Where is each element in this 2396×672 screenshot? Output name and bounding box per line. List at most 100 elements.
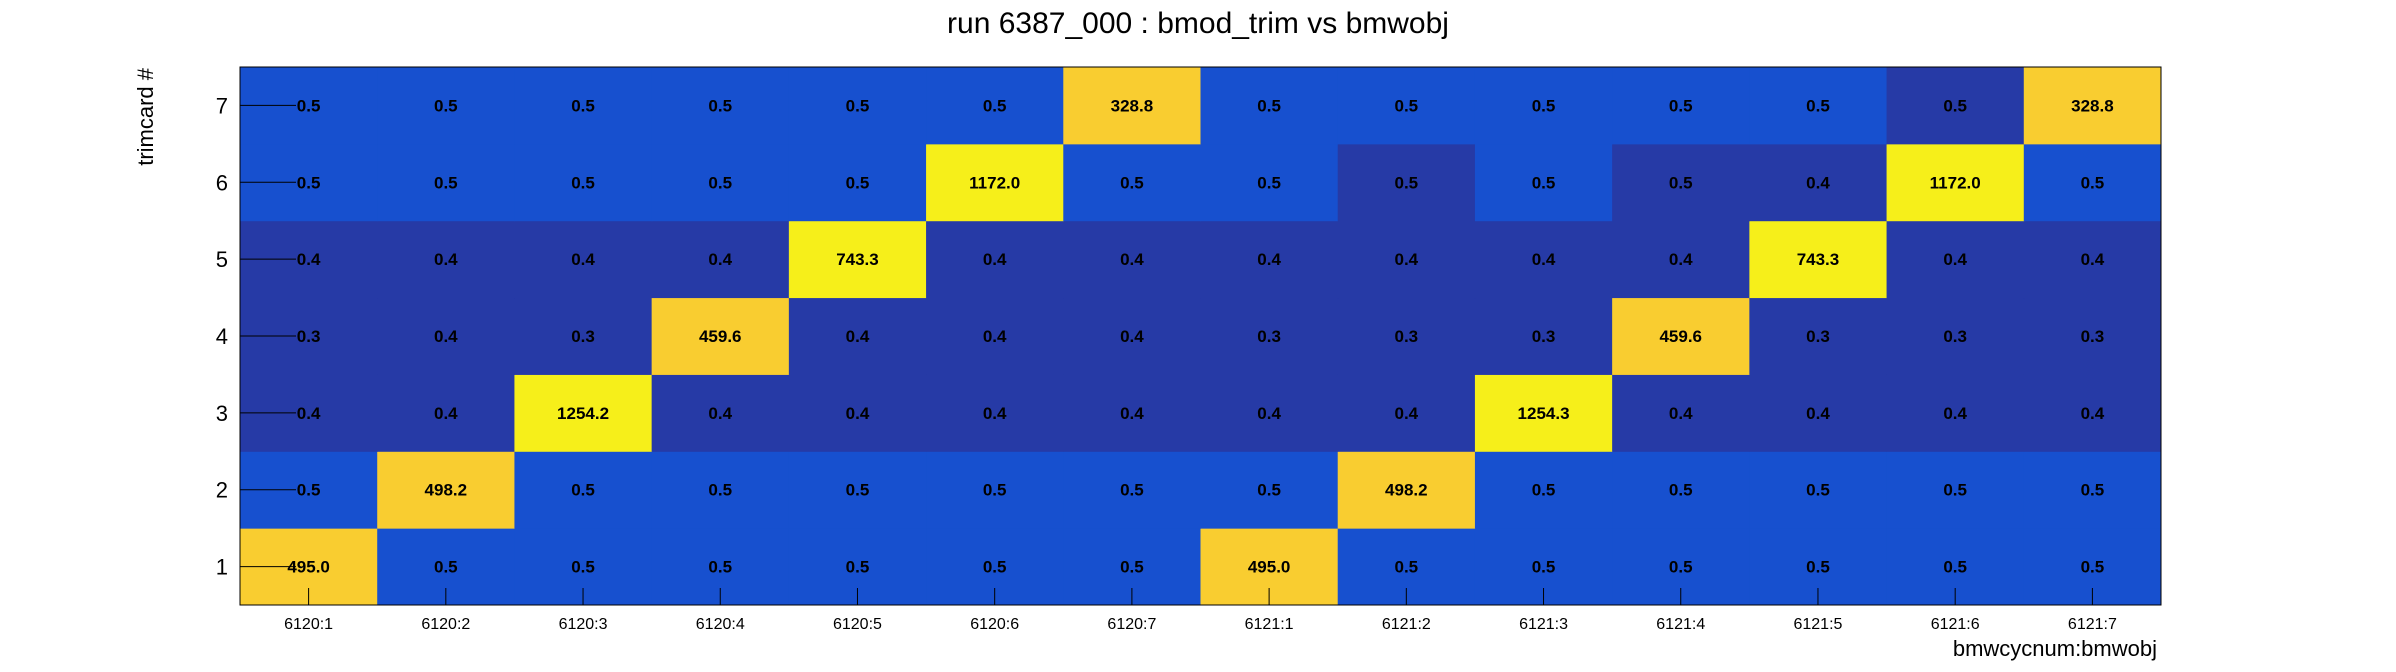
cell-value-label: 0.5 bbox=[1532, 558, 1556, 577]
cell-value-label: 0.5 bbox=[1395, 558, 1419, 577]
cell-value-label: 0.4 bbox=[846, 404, 870, 423]
heatmap-cell bbox=[651, 297, 790, 375]
heatmap-cell bbox=[1474, 297, 1613, 375]
cell-value-label: 0.4 bbox=[1257, 404, 1281, 423]
heatmap-cell bbox=[1063, 220, 1201, 299]
y-tick-label: 2 bbox=[216, 478, 228, 503]
cell-value-label: 0.3 bbox=[571, 327, 595, 346]
y-tick-label: 4 bbox=[216, 324, 228, 349]
heatmap-cell bbox=[926, 220, 1064, 299]
cell-value-label: 0.5 bbox=[708, 96, 732, 115]
heatmap-cell bbox=[1063, 451, 1201, 529]
cell-value-label: 498.2 bbox=[1385, 481, 1428, 500]
cell-value-label: 0.4 bbox=[297, 404, 321, 423]
heatmap-cell bbox=[377, 220, 515, 299]
heatmap-cell bbox=[1749, 67, 1888, 145]
cell-value-label: 0.5 bbox=[1395, 96, 1419, 115]
cell-value-label: 743.3 bbox=[836, 250, 879, 269]
cell-value-label: 0.4 bbox=[1532, 250, 1556, 269]
heatmap-cell bbox=[651, 220, 790, 299]
heatmap-cell bbox=[1886, 143, 2025, 222]
cell-value-label: 0.3 bbox=[1395, 327, 1419, 346]
heatmap-cell bbox=[1063, 67, 1201, 145]
heatmap-cell bbox=[1886, 67, 2025, 145]
x-tick-label: 6121:7 bbox=[2068, 616, 2117, 633]
x-tick-label: 6121:1 bbox=[1245, 616, 1294, 633]
heatmap-cell bbox=[377, 67, 515, 145]
cell-value-label: 498.2 bbox=[425, 481, 468, 500]
heatmap-cell bbox=[2023, 297, 2162, 375]
heatmap-cell bbox=[1474, 374, 1613, 452]
cell-value-label: 0.4 bbox=[2081, 404, 2105, 423]
cell-value-label: 495.0 bbox=[1248, 558, 1291, 577]
heatmap-cell bbox=[2023, 143, 2162, 222]
cell-value-label: 0.5 bbox=[571, 558, 595, 577]
cell-value-label: 0.5 bbox=[2081, 481, 2105, 500]
x-tick-label: 6121:5 bbox=[1793, 616, 1842, 633]
cell-value-label: 0.4 bbox=[983, 250, 1007, 269]
y-tick-label: 3 bbox=[216, 401, 228, 426]
cell-value-label: 0.5 bbox=[1669, 481, 1693, 500]
heatmap-cell bbox=[1886, 220, 2025, 299]
heatmap-cell bbox=[926, 374, 1064, 452]
cell-value-label: 1172.0 bbox=[969, 173, 1020, 192]
x-tick-label: 6120:6 bbox=[970, 616, 1019, 633]
heatmap-cell bbox=[1612, 451, 1750, 529]
heatmap-cell bbox=[1337, 143, 1476, 222]
heatmap-cell-labels: 495.0 0.5 0.5 0.5 0.5 0.5 0.5 495.0 0.5 0.5 0.5 0.5… bbox=[287, 96, 2113, 576]
cell-value-label: 0.5 bbox=[708, 481, 732, 500]
heatmap-cell bbox=[377, 451, 515, 529]
heatmap-cell bbox=[1474, 67, 1613, 145]
x-tick-label: 6120:4 bbox=[696, 616, 745, 633]
heatmap-cell bbox=[651, 143, 790, 222]
heatmap-cell bbox=[377, 297, 515, 375]
heatmap-cell bbox=[1063, 297, 1201, 375]
heatmap-cell bbox=[651, 67, 790, 145]
cell-value-label: 0.4 bbox=[1120, 250, 1144, 269]
cell-value-label: 0.4 bbox=[297, 250, 321, 269]
heatmap-cell bbox=[926, 143, 1064, 222]
cell-value-label: 0.5 bbox=[1120, 481, 1144, 500]
heatmap-cell bbox=[788, 143, 927, 222]
heatmap-cell bbox=[514, 67, 653, 145]
cell-value-label: 0.5 bbox=[297, 481, 321, 500]
heatmap-cell bbox=[1474, 220, 1613, 299]
heatmap-cell bbox=[1749, 297, 1888, 375]
cell-value-label: 0.5 bbox=[434, 173, 458, 192]
cell-value-label: 0.3 bbox=[1806, 327, 1830, 346]
heatmap-cell bbox=[1612, 297, 1750, 375]
y-axis: 1 2 3 4 5 6 7 bbox=[216, 93, 296, 580]
plot-frame bbox=[239, 66, 2162, 606]
cell-value-label: 1254.3 bbox=[1518, 404, 1570, 423]
cell-value-label: 0.5 bbox=[983, 481, 1007, 500]
heatmap-cell bbox=[788, 451, 927, 529]
x-tick-label: 6120:1 bbox=[284, 616, 333, 633]
cell-value-label: 0.5 bbox=[1532, 96, 1556, 115]
cell-value-label: 0.4 bbox=[1943, 404, 1967, 423]
heatmap-cell bbox=[1200, 220, 1339, 299]
cell-value-label: 0.3 bbox=[1943, 327, 1967, 346]
cell-value-label: 0.5 bbox=[846, 96, 870, 115]
cell-value-label: 0.4 bbox=[1806, 404, 1830, 423]
heatmap-cell bbox=[377, 374, 515, 452]
cell-value-label: 0.5 bbox=[1669, 558, 1693, 577]
cell-value-label: 1172.0 bbox=[1930, 173, 1981, 192]
cell-value-label: 0.4 bbox=[1669, 250, 1693, 269]
heatmap-cell bbox=[1337, 67, 1476, 145]
cell-value-label: 0.5 bbox=[571, 481, 595, 500]
heatmap-cell bbox=[651, 451, 790, 529]
cell-value-label: 0.5 bbox=[846, 481, 870, 500]
cell-value-label: 0.5 bbox=[1120, 173, 1144, 192]
heatmap-cell bbox=[1337, 220, 1476, 299]
heatmap-cells bbox=[240, 67, 2162, 606]
x-axis-title: bmwcycnum:bmwobj bbox=[1953, 636, 2157, 661]
x-tick-label: 6121:4 bbox=[1656, 616, 1705, 633]
cell-value-label: 0.4 bbox=[1943, 250, 1967, 269]
heatmap-cell bbox=[788, 297, 927, 375]
y-tick-label: 5 bbox=[216, 247, 228, 272]
cell-value-label: 0.4 bbox=[434, 327, 458, 346]
heatmap-cell bbox=[926, 451, 1064, 529]
heatmap-cell bbox=[1612, 67, 1750, 145]
heatmap-cell bbox=[2023, 67, 2162, 145]
